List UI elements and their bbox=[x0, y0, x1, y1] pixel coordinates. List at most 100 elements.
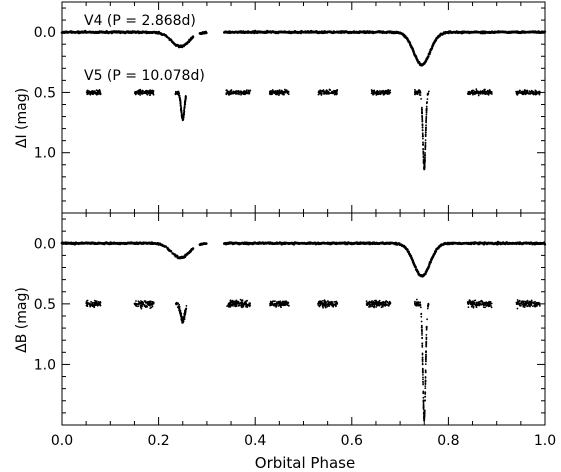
data-point bbox=[422, 376, 424, 379]
data-point bbox=[228, 90, 231, 93]
data-point bbox=[327, 304, 330, 307]
data-point bbox=[227, 92, 230, 95]
data-point bbox=[183, 113, 186, 116]
data-point bbox=[382, 302, 384, 305]
data-point bbox=[96, 304, 99, 307]
data-point bbox=[422, 396, 425, 399]
data-point bbox=[523, 92, 526, 95]
data-point bbox=[484, 91, 487, 93]
data-point bbox=[97, 302, 100, 305]
data-point bbox=[425, 336, 428, 339]
data-point bbox=[421, 336, 423, 339]
data-point bbox=[385, 303, 388, 306]
data-point bbox=[236, 301, 238, 304]
x-tick-label: 1.0 bbox=[534, 433, 556, 449]
bottom-series-v5 bbox=[85, 298, 541, 422]
data-point bbox=[137, 91, 139, 93]
data-point bbox=[415, 304, 418, 307]
data-point bbox=[427, 305, 429, 308]
data-point bbox=[422, 374, 424, 376]
data-point bbox=[135, 92, 138, 95]
data-point bbox=[152, 301, 155, 304]
data-point bbox=[539, 305, 541, 307]
data-point bbox=[205, 31, 208, 35]
data-point bbox=[242, 305, 245, 307]
data-point bbox=[420, 98, 422, 100]
data-point bbox=[99, 301, 102, 304]
data-point bbox=[484, 306, 486, 309]
data-point bbox=[178, 97, 181, 99]
data-point bbox=[374, 302, 377, 304]
data-point bbox=[424, 376, 427, 379]
data-point bbox=[422, 159, 425, 161]
data-point bbox=[480, 300, 482, 303]
data-point bbox=[175, 303, 178, 305]
data-point bbox=[422, 148, 424, 151]
data-point bbox=[334, 301, 336, 303]
x-tick-label: 0.0 bbox=[51, 433, 73, 449]
bottom-series-v4 bbox=[60, 240, 547, 278]
data-point bbox=[421, 129, 424, 132]
data-point bbox=[333, 91, 335, 94]
data-point bbox=[327, 300, 329, 303]
data-point bbox=[425, 126, 427, 129]
data-point bbox=[365, 303, 368, 306]
data-point bbox=[368, 300, 371, 303]
data-point bbox=[268, 92, 271, 95]
data-point bbox=[421, 369, 424, 372]
data-point bbox=[371, 304, 374, 307]
data-point bbox=[526, 305, 528, 307]
data-point bbox=[241, 301, 244, 304]
data-point bbox=[537, 302, 539, 305]
data-point bbox=[280, 90, 283, 93]
data-point bbox=[239, 302, 241, 304]
data-point bbox=[480, 303, 482, 306]
x-tick-label: 0.6 bbox=[341, 433, 363, 449]
data-point bbox=[387, 304, 390, 307]
data-point bbox=[367, 303, 369, 305]
data-point bbox=[531, 301, 534, 304]
data-point bbox=[383, 91, 386, 94]
data-point bbox=[425, 358, 427, 361]
data-point bbox=[423, 416, 426, 418]
data-point bbox=[183, 103, 186, 106]
data-point bbox=[516, 92, 519, 95]
data-point bbox=[98, 89, 101, 91]
data-point bbox=[383, 92, 386, 95]
data-point bbox=[142, 303, 145, 305]
data-point bbox=[538, 303, 541, 306]
data-point bbox=[482, 92, 485, 94]
data-point bbox=[425, 355, 427, 358]
data-point bbox=[417, 302, 419, 305]
data-point bbox=[377, 301, 380, 304]
data-point bbox=[140, 300, 142, 302]
data-point bbox=[467, 300, 469, 303]
data-point bbox=[425, 111, 428, 114]
data-point bbox=[146, 91, 149, 93]
data-point bbox=[241, 92, 244, 94]
data-point bbox=[426, 98, 429, 100]
data-point bbox=[414, 265, 417, 269]
data-point bbox=[434, 250, 438, 253]
data-point bbox=[420, 315, 423, 318]
data-point bbox=[424, 156, 426, 159]
data-point bbox=[423, 162, 426, 165]
data-point bbox=[424, 129, 427, 132]
data-point bbox=[424, 385, 427, 387]
data-point bbox=[425, 344, 428, 346]
data-point bbox=[470, 303, 473, 306]
bottom-y-tick-label: 1.0 bbox=[34, 357, 56, 373]
data-point bbox=[425, 120, 427, 123]
data-point bbox=[422, 153, 425, 156]
data-point bbox=[329, 88, 331, 91]
data-point bbox=[183, 313, 186, 315]
data-point bbox=[421, 346, 424, 348]
data-point bbox=[365, 302, 368, 304]
data-point bbox=[149, 307, 152, 309]
data-point bbox=[284, 89, 287, 92]
data-point bbox=[371, 90, 374, 93]
data-point bbox=[528, 305, 531, 308]
data-point bbox=[520, 91, 523, 94]
data-point bbox=[277, 305, 280, 307]
data-point bbox=[423, 168, 426, 170]
